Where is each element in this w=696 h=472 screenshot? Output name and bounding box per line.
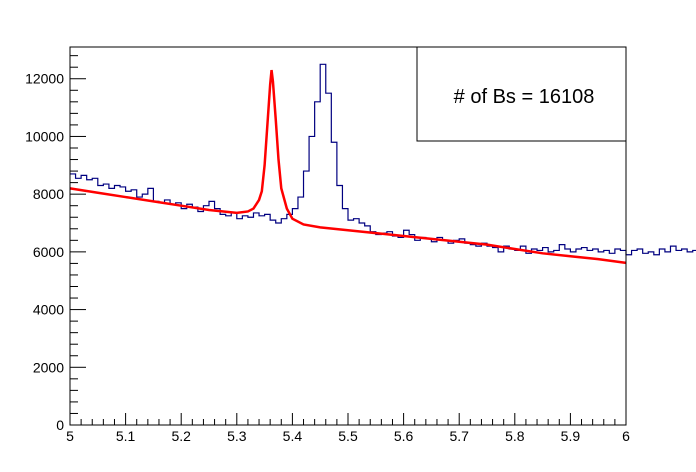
y-axis-tick-labels: 0 2000 4000 6000 8000 10000 12000 bbox=[25, 71, 64, 433]
y-tick-label: 8000 bbox=[33, 186, 64, 202]
x-tick-label: 5.3 bbox=[227, 428, 247, 444]
plot-frame bbox=[69, 46, 627, 426]
x-tick-label: 5.6 bbox=[394, 428, 414, 444]
x-tick-label: 5 bbox=[66, 428, 74, 444]
x-axis-tick-labels: 5 5.1 5.2 5.3 5.4 5.5 5.6 5.7 5.8 5.9 6 bbox=[66, 428, 630, 444]
y-axis-ticks bbox=[70, 55, 86, 426]
x-tick-label: 5.9 bbox=[561, 428, 581, 444]
x-tick-label: 5.4 bbox=[283, 428, 303, 444]
x-tick-label: 5.2 bbox=[171, 428, 191, 444]
x-tick-label: 5.7 bbox=[449, 428, 469, 444]
y-tick-label: 4000 bbox=[33, 302, 64, 318]
stats-box: # of Bs = 16108 bbox=[416, 46, 627, 142]
x-tick-label: 5.1 bbox=[116, 428, 136, 444]
y-tick-label: 12000 bbox=[25, 71, 64, 87]
y-tick-label: 2000 bbox=[33, 359, 64, 375]
y-tick-label: 6000 bbox=[33, 244, 64, 260]
y-tick-label: 10000 bbox=[25, 128, 64, 144]
y-tick-label: 0 bbox=[56, 417, 64, 433]
fit-curve bbox=[69, 69, 627, 265]
stats-box-text: # of Bs = 16108 bbox=[454, 86, 595, 108]
x-tick-label: 5.5 bbox=[338, 428, 358, 444]
x-tick-label: 6 bbox=[622, 428, 630, 444]
x-tick-label: 5.8 bbox=[505, 428, 525, 444]
x-axis-ticks bbox=[69, 413, 627, 425]
stats-box-frame bbox=[416, 46, 627, 142]
